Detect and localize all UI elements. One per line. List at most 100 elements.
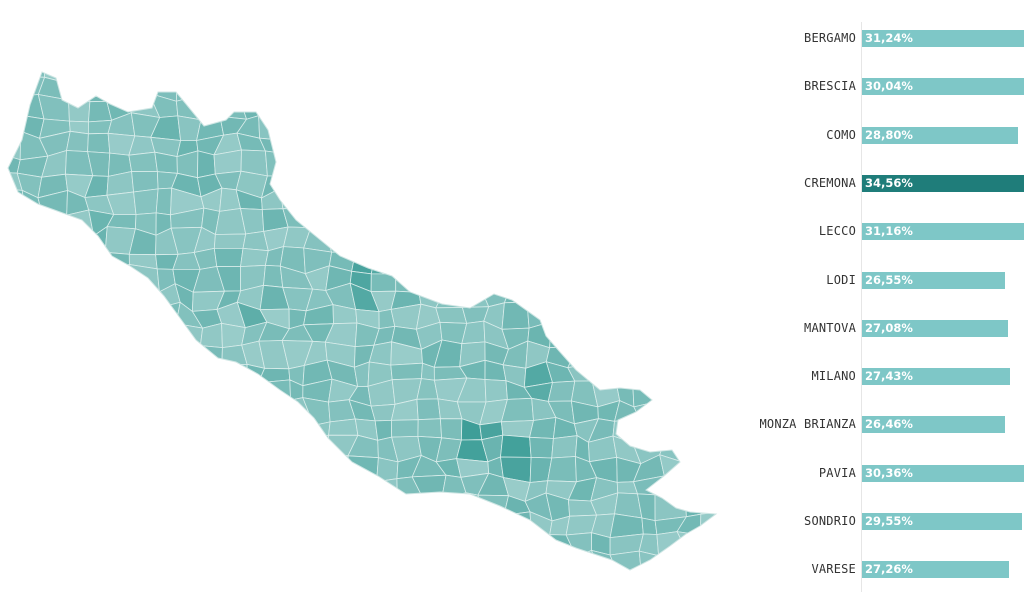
municipality-area[interactable] bbox=[176, 440, 195, 462]
municipality-area[interactable] bbox=[526, 225, 555, 250]
municipality-area[interactable] bbox=[0, 288, 25, 305]
municipality-area[interactable] bbox=[460, 534, 491, 551]
cremona-municipalities-map[interactable] bbox=[0, 0, 740, 600]
municipality-area[interactable] bbox=[302, 472, 335, 501]
municipality-area[interactable] bbox=[527, 265, 553, 293]
municipality-area[interactable] bbox=[663, 303, 688, 325]
municipality-area[interactable] bbox=[398, 532, 422, 559]
municipality-area[interactable] bbox=[0, 95, 28, 123]
municipality-area[interactable] bbox=[632, 358, 667, 386]
municipality-area[interactable] bbox=[437, 190, 468, 214]
municipality-area[interactable] bbox=[59, 285, 89, 312]
municipality-area[interactable] bbox=[654, 284, 689, 305]
municipality-area[interactable] bbox=[438, 529, 462, 556]
municipality-area[interactable] bbox=[0, 263, 23, 293]
municipality-area[interactable] bbox=[676, 531, 708, 553]
municipality-area[interactable] bbox=[631, 77, 662, 103]
municipality-area[interactable] bbox=[609, 358, 634, 386]
municipality-area[interactable] bbox=[258, 510, 291, 537]
municipality-area[interactable] bbox=[676, 131, 710, 154]
municipality-area[interactable] bbox=[440, 492, 467, 518]
municipality-area[interactable] bbox=[43, 434, 72, 465]
municipality-area[interactable] bbox=[148, 361, 183, 382]
municipality-area[interactable] bbox=[529, 417, 557, 439]
municipality-area[interactable] bbox=[678, 377, 709, 404]
municipality-area[interactable] bbox=[550, 211, 570, 237]
municipality-area[interactable] bbox=[198, 60, 220, 82]
municipality-area[interactable] bbox=[136, 305, 161, 330]
municipality-area[interactable] bbox=[526, 208, 556, 230]
municipality-area[interactable] bbox=[501, 301, 530, 330]
municipality-area[interactable] bbox=[110, 264, 136, 289]
municipality-area[interactable] bbox=[215, 60, 242, 77]
municipality-area[interactable] bbox=[588, 306, 613, 325]
municipality-area[interactable] bbox=[108, 404, 139, 423]
municipality-area[interactable] bbox=[655, 572, 683, 592]
municipality-area[interactable] bbox=[106, 514, 133, 538]
municipality-area[interactable] bbox=[327, 113, 358, 138]
municipality-area[interactable] bbox=[237, 499, 265, 517]
municipality-area[interactable] bbox=[389, 193, 422, 214]
municipality-area[interactable] bbox=[325, 492, 357, 519]
municipality-area[interactable] bbox=[109, 531, 139, 553]
municipality-area[interactable] bbox=[263, 458, 289, 479]
municipality-area[interactable] bbox=[213, 247, 244, 268]
municipality-area[interactable] bbox=[500, 434, 532, 458]
municipality-area[interactable] bbox=[700, 362, 728, 386]
municipality-area[interactable] bbox=[455, 150, 487, 178]
municipality-area[interactable] bbox=[413, 495, 443, 513]
municipality-area[interactable] bbox=[658, 131, 682, 160]
municipality-area[interactable] bbox=[0, 572, 26, 593]
municipality-area[interactable] bbox=[679, 342, 704, 364]
municipality-area[interactable] bbox=[61, 77, 91, 103]
bar-row-milano[interactable]: MILANO 27,43% bbox=[760, 354, 1024, 398]
municipality-area[interactable] bbox=[149, 322, 182, 346]
municipality-area[interactable] bbox=[700, 345, 729, 366]
municipality-area[interactable] bbox=[529, 436, 554, 459]
municipality-area[interactable] bbox=[633, 190, 664, 217]
municipality-area[interactable] bbox=[676, 82, 707, 103]
municipality-area[interactable] bbox=[544, 60, 572, 79]
municipality-area[interactable] bbox=[731, 98, 740, 116]
municipality-area[interactable] bbox=[485, 548, 510, 578]
municipality-area[interactable] bbox=[0, 548, 25, 575]
municipality-area[interactable] bbox=[662, 213, 687, 228]
municipality-area[interactable] bbox=[126, 341, 161, 363]
municipality-area[interactable] bbox=[697, 282, 728, 310]
municipality-area[interactable] bbox=[237, 512, 265, 537]
municipality-area[interactable] bbox=[239, 569, 265, 593]
municipality-area[interactable] bbox=[17, 225, 51, 250]
municipality-area[interactable] bbox=[395, 96, 413, 118]
municipality-area[interactable] bbox=[480, 267, 513, 289]
municipality-area[interactable] bbox=[39, 347, 70, 362]
municipality-area[interactable] bbox=[152, 496, 183, 521]
municipality-area[interactable] bbox=[395, 264, 424, 293]
municipality-area[interactable] bbox=[240, 382, 267, 403]
municipality-area[interactable] bbox=[720, 305, 740, 323]
municipality-area[interactable] bbox=[699, 417, 730, 441]
municipality-area[interactable] bbox=[587, 96, 617, 115]
municipality-area[interactable] bbox=[0, 458, 29, 479]
bar-row-mantova[interactable]: MANTOVA 27,08% bbox=[760, 306, 1024, 350]
municipality-area[interactable] bbox=[547, 380, 576, 402]
municipality-area[interactable] bbox=[722, 512, 741, 537]
municipality-area[interactable] bbox=[109, 417, 139, 444]
municipality-area[interactable] bbox=[485, 249, 512, 272]
municipality-area[interactable] bbox=[481, 96, 508, 122]
municipality-area[interactable] bbox=[676, 461, 703, 483]
municipality-area[interactable] bbox=[508, 60, 535, 81]
bar-row-bergamo[interactable]: BERGAMO 31,24% bbox=[760, 16, 1024, 60]
municipality-area[interactable] bbox=[194, 396, 226, 422]
municipality-area[interactable] bbox=[279, 569, 315, 592]
municipality-area[interactable] bbox=[193, 517, 227, 539]
municipality-area[interactable] bbox=[149, 552, 178, 576]
municipality-area[interactable] bbox=[60, 358, 95, 388]
municipality-area[interactable] bbox=[348, 537, 381, 553]
municipality-area[interactable] bbox=[677, 265, 705, 289]
municipality-area[interactable] bbox=[348, 192, 377, 210]
municipality-area[interactable] bbox=[104, 251, 130, 270]
municipality-area[interactable] bbox=[500, 208, 531, 230]
municipality-area[interactable] bbox=[176, 60, 202, 81]
municipality-area[interactable] bbox=[133, 188, 159, 215]
municipality-area[interactable] bbox=[654, 494, 687, 522]
